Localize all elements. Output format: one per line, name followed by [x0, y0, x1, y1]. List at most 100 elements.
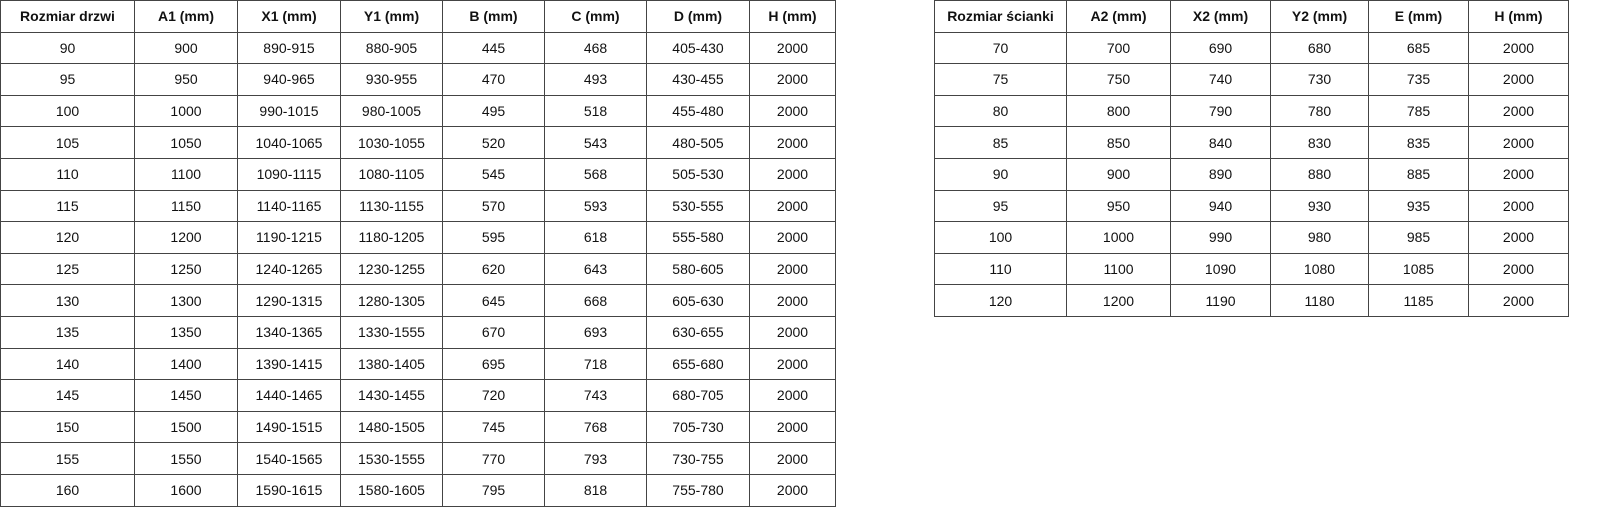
table-cell: 135 — [0, 315, 135, 349]
table-cell: 1280-1305 — [340, 284, 443, 317]
column-header: Rozmiar ścianki — [934, 0, 1067, 33]
table-cell: 940-965 — [237, 63, 341, 96]
table-cell: 1180 — [1270, 284, 1369, 317]
table-cell: 695 — [442, 347, 545, 381]
table-cell: 720 — [442, 379, 545, 412]
table-cell: 90 — [934, 157, 1067, 191]
table-cell: 100 — [0, 94, 135, 128]
table-cell: 818 — [544, 473, 647, 507]
table-row: 75 750 740 730 735 2000 — [934, 63, 1569, 96]
table-cell: 2000 — [1468, 189, 1569, 223]
table-row: 105 1050 1040-1065 1030-1055 520 543 480-505 20… — [0, 126, 836, 159]
table-row: 130 1300 1290-1315 1280-1305 645 668 605-630 20… — [0, 284, 836, 317]
table-cell: 1230-1255 — [340, 252, 443, 286]
table-cell: 1040-1065 — [237, 126, 341, 159]
table-row: 150 1500 1490-1515 1480-1505 745 768 705-730 20… — [0, 410, 836, 444]
table-cell: 950 — [1066, 189, 1171, 223]
table-header-row: Rozmiar ścianki A2 (mm) X2 (mm) Y2 (mm) E (m… — [934, 0, 1569, 33]
table-cell: 745 — [442, 410, 545, 444]
table-cell: 685 — [1368, 31, 1469, 65]
table-cell: 1380-1405 — [340, 347, 443, 381]
table-row: 145 1450 1440-1465 1430-1455 720 743 680-705 20… — [0, 379, 836, 412]
table-cell: 690 — [1170, 31, 1271, 65]
table-cell: 620 — [442, 252, 545, 286]
table-cell: 115 — [0, 189, 135, 223]
column-header: X1 (mm) — [237, 0, 341, 33]
table-cell: 1490-1515 — [237, 410, 341, 444]
table-cell: 1330-1555 — [340, 315, 443, 349]
table-cell: 80 — [934, 94, 1067, 128]
table-cell: 950 — [134, 63, 238, 96]
table-cell: 2000 — [749, 94, 836, 128]
table-cell: 790 — [1170, 94, 1271, 128]
table-cell: 1000 — [134, 94, 238, 128]
table-row: 80 800 790 780 785 2000 — [934, 94, 1569, 128]
table-cell: 120 — [934, 284, 1067, 317]
table-cell: 543 — [544, 126, 647, 159]
table-cell: 493 — [544, 63, 647, 96]
table-cell: 1450 — [134, 379, 238, 412]
table-cell: 1080-1105 — [340, 157, 443, 191]
table-cell: 840 — [1170, 126, 1271, 159]
table-cell: 140 — [0, 347, 135, 381]
table-cell: 935 — [1368, 189, 1469, 223]
table-cell: 930-955 — [340, 63, 443, 96]
table-cell: 1440-1465 — [237, 379, 341, 412]
table-cell: 1430-1455 — [340, 379, 443, 412]
column-header: C (mm) — [544, 0, 647, 33]
table-cell: 618 — [544, 221, 647, 254]
table-cell: 1300 — [134, 284, 238, 317]
table-cell: 570 — [442, 189, 545, 223]
table-cell: 593 — [544, 189, 647, 223]
table-cell: 2000 — [1468, 252, 1569, 286]
table-cell: 718 — [544, 347, 647, 381]
table-cell: 700 — [1066, 31, 1171, 65]
table-row: 95 950 940-965 930-955 470 493 430-455 2000 — [0, 63, 836, 96]
table-cell: 1190-1215 — [237, 221, 341, 254]
table-cell: 1540-1565 — [237, 442, 341, 475]
table-cell: 105 — [0, 126, 135, 159]
table-cell: 530-555 — [646, 189, 750, 223]
table-cell: 850 — [1066, 126, 1171, 159]
table-cell: 1140-1165 — [237, 189, 341, 223]
table-cell: 1180-1205 — [340, 221, 443, 254]
table-cell: 100 — [934, 221, 1067, 254]
table-cell: 930 — [1270, 189, 1369, 223]
table-cell: 1050 — [134, 126, 238, 159]
table-cell: 580-605 — [646, 252, 750, 286]
table-cell: 1400 — [134, 347, 238, 381]
table-cell: 468 — [544, 31, 647, 65]
table-cell: 85 — [934, 126, 1067, 159]
table-cell: 2000 — [749, 442, 836, 475]
table-cell: 880-905 — [340, 31, 443, 65]
table-cell: 1185 — [1368, 284, 1469, 317]
table-row: 110 1100 1090 1080 1085 2000 — [934, 252, 1569, 286]
table-cell: 145 — [0, 379, 135, 412]
table-cell: 880 — [1270, 157, 1369, 191]
table-cell: 1240-1265 — [237, 252, 341, 286]
table-cell: 900 — [134, 31, 238, 65]
table-cell: 2000 — [749, 347, 836, 381]
table-cell: 2000 — [749, 221, 836, 254]
table-cell: 1600 — [134, 473, 238, 507]
table-cell: 130 — [0, 284, 135, 317]
table-cell: 793 — [544, 442, 647, 475]
table-cell: 505-530 — [646, 157, 750, 191]
table-row: 100 1000 990 980 985 2000 — [934, 221, 1569, 254]
table-cell: 95 — [934, 189, 1067, 223]
table-cell: 110 — [0, 157, 135, 191]
table-row: 120 1200 1190 1180 1185 2000 — [934, 284, 1569, 317]
column-header: H (mm) — [1468, 0, 1569, 33]
table-header-row: Rozmiar drzwi A1 (mm) X1 (mm) Y1 (mm) B (mm)… — [0, 0, 836, 33]
table-cell: 95 — [0, 63, 135, 96]
table-cell: 2000 — [749, 252, 836, 286]
table-cell: 2000 — [1468, 126, 1569, 159]
table-cell: 75 — [934, 63, 1067, 96]
table-cell: 155 — [0, 442, 135, 475]
table-cell: 1100 — [134, 157, 238, 191]
table-cell: 740 — [1170, 63, 1271, 96]
column-header: D (mm) — [646, 0, 750, 33]
table-row: 85 850 840 830 835 2000 — [934, 126, 1569, 159]
table-cell: 1030-1055 — [340, 126, 443, 159]
column-header: H (mm) — [749, 0, 836, 33]
